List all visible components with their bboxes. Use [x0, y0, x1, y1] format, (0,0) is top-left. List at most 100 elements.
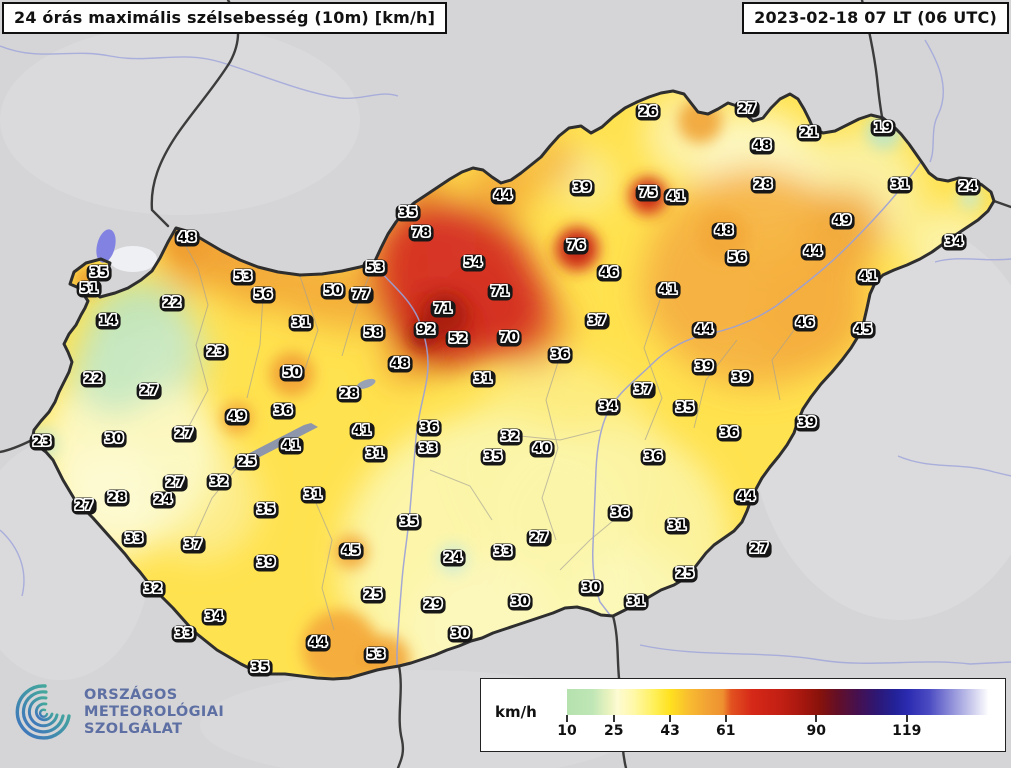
- station-wind-value: 48: [749, 137, 775, 155]
- station-wind-value: 35: [396, 513, 422, 531]
- station-wind-value: 27: [71, 497, 97, 515]
- station-wind-value: 25: [672, 565, 698, 583]
- station-wind-value: 46: [596, 264, 622, 282]
- station-wind-value: 35: [480, 448, 506, 466]
- station-wind-value: 52: [445, 330, 471, 348]
- station-wind-value: 32: [206, 473, 232, 491]
- omsz-logo: ORSZÁGOS METEOROLÓGIAI SZOLGÁLAT: [12, 680, 224, 744]
- legend-tick-mark: [815, 715, 818, 722]
- station-wind-value: 35: [395, 204, 421, 222]
- station-wind-value: 35: [86, 264, 112, 282]
- station-wind-value: 41: [663, 188, 689, 206]
- station-wind-value: 53: [230, 268, 256, 286]
- lake-velence: [356, 378, 376, 390]
- station-wind-value: 28: [336, 385, 362, 403]
- omsz-logo-line1: ORSZÁGOS: [84, 686, 178, 703]
- station-wind-value: 45: [338, 542, 364, 560]
- station-wind-value: 27: [526, 529, 552, 547]
- station-wind-value: 92: [413, 321, 439, 339]
- station-wind-value: 39: [253, 554, 279, 572]
- station-wind-value: 48: [387, 355, 413, 373]
- legend-tick-mark: [612, 715, 615, 722]
- station-wind-value: 34: [595, 398, 621, 416]
- station-wind-value: 46: [792, 314, 818, 332]
- station-wind-value: 35: [672, 399, 698, 417]
- station-wind-value: 24: [150, 491, 176, 509]
- station-wind-value: 27: [136, 382, 162, 400]
- station-wind-value: 25: [234, 453, 260, 471]
- station-wind-value: 26: [635, 103, 661, 121]
- station-wind-value: 41: [349, 422, 375, 440]
- station-wind-value: 39: [728, 369, 754, 387]
- outside-rivers: [0, 39, 1011, 665]
- station-wind-value: 44: [733, 488, 759, 506]
- station-wind-value: 35: [253, 501, 279, 519]
- station-wind-value: 33: [171, 625, 197, 643]
- legend-tick-label: 10: [557, 723, 577, 739]
- station-wind-value: 34: [941, 233, 967, 251]
- station-wind-value: 37: [180, 536, 206, 554]
- station-wind-value: 36: [716, 424, 742, 442]
- station-wind-value: 78: [408, 224, 434, 242]
- station-wind-value: 56: [724, 249, 750, 267]
- station-wind-value: 35: [247, 659, 273, 677]
- station-wind-value: 32: [140, 580, 166, 598]
- legend-tick-label: 61: [715, 723, 736, 739]
- danube-tisza-rivers: [373, 161, 922, 667]
- station-wind-value: 30: [447, 625, 473, 643]
- legend-tick-mark: [724, 715, 727, 722]
- station-wind-value: 58: [360, 324, 386, 342]
- station-wind-value: 36: [640, 448, 666, 466]
- station-wind-value: 39: [569, 179, 595, 197]
- station-wind-value: 53: [362, 259, 388, 277]
- legend-tick-label: 119: [892, 723, 922, 739]
- station-wind-value: 50: [320, 282, 346, 300]
- cyclone-spiral-icon: [15, 684, 71, 740]
- station-wind-value: 30: [507, 593, 533, 611]
- station-wind-value: 31: [470, 370, 496, 388]
- station-wind-value: 31: [887, 176, 913, 194]
- legend-tick-label: 43: [660, 723, 680, 739]
- station-wind-value: 33: [490, 543, 516, 561]
- station-wind-value: 22: [159, 294, 185, 312]
- station-wind-value: 24: [440, 549, 466, 567]
- station-wind-value: 41: [855, 268, 881, 286]
- station-wind-value: 23: [29, 433, 55, 451]
- station-wind-value: 44: [691, 321, 717, 339]
- station-wind-value: 76: [563, 237, 589, 255]
- map-timestamp: 2023-02-18 07 LT (06 UTC): [742, 2, 1009, 34]
- station-wind-value: 44: [490, 187, 516, 205]
- map-title: 24 órás maximális szélsebesség (10m) [km…: [2, 2, 448, 34]
- station-wind-value: 31: [623, 593, 649, 611]
- omsz-logo-text: ORSZÁGOS METEOROLÓGIAI SZOLGÁLAT: [84, 687, 224, 738]
- legend-unit-label: km/h: [495, 703, 537, 721]
- station-wind-value: 27: [734, 100, 760, 118]
- station-wind-value: 21: [796, 124, 822, 142]
- omsz-logo-line2: METEOROLÓGIAI: [84, 703, 225, 720]
- station-wind-value: 36: [270, 402, 296, 420]
- station-wind-value: 32: [497, 428, 523, 446]
- legend-tick-label: 90: [806, 723, 826, 739]
- station-wind-value: 54: [460, 254, 486, 272]
- legend-tick-label: 25: [603, 723, 624, 739]
- station-wind-value: 36: [416, 419, 442, 437]
- station-wind-value: 56: [250, 286, 276, 304]
- station-wind-value: 49: [829, 212, 855, 230]
- station-wind-value: 49: [224, 408, 250, 426]
- station-wind-value: 33: [121, 530, 147, 548]
- station-wind-value: 36: [607, 504, 633, 522]
- station-wind-value: 19: [870, 119, 896, 137]
- lake-ferto: [109, 246, 157, 272]
- omsz-logo-line3: SZOLGÁLAT: [84, 720, 183, 737]
- station-wind-value: 29: [420, 596, 446, 614]
- station-wind-value: 50: [279, 364, 305, 382]
- legend-gradient-bar: [567, 689, 988, 715]
- station-wind-value: 30: [578, 579, 604, 597]
- station-wind-value: 70: [496, 329, 522, 347]
- station-wind-value: 37: [584, 312, 610, 330]
- legend-tick-mark: [669, 715, 672, 722]
- station-wind-value: 23: [203, 343, 229, 361]
- station-wind-value: 51: [76, 280, 102, 298]
- lake-neusiedl: [96, 229, 116, 263]
